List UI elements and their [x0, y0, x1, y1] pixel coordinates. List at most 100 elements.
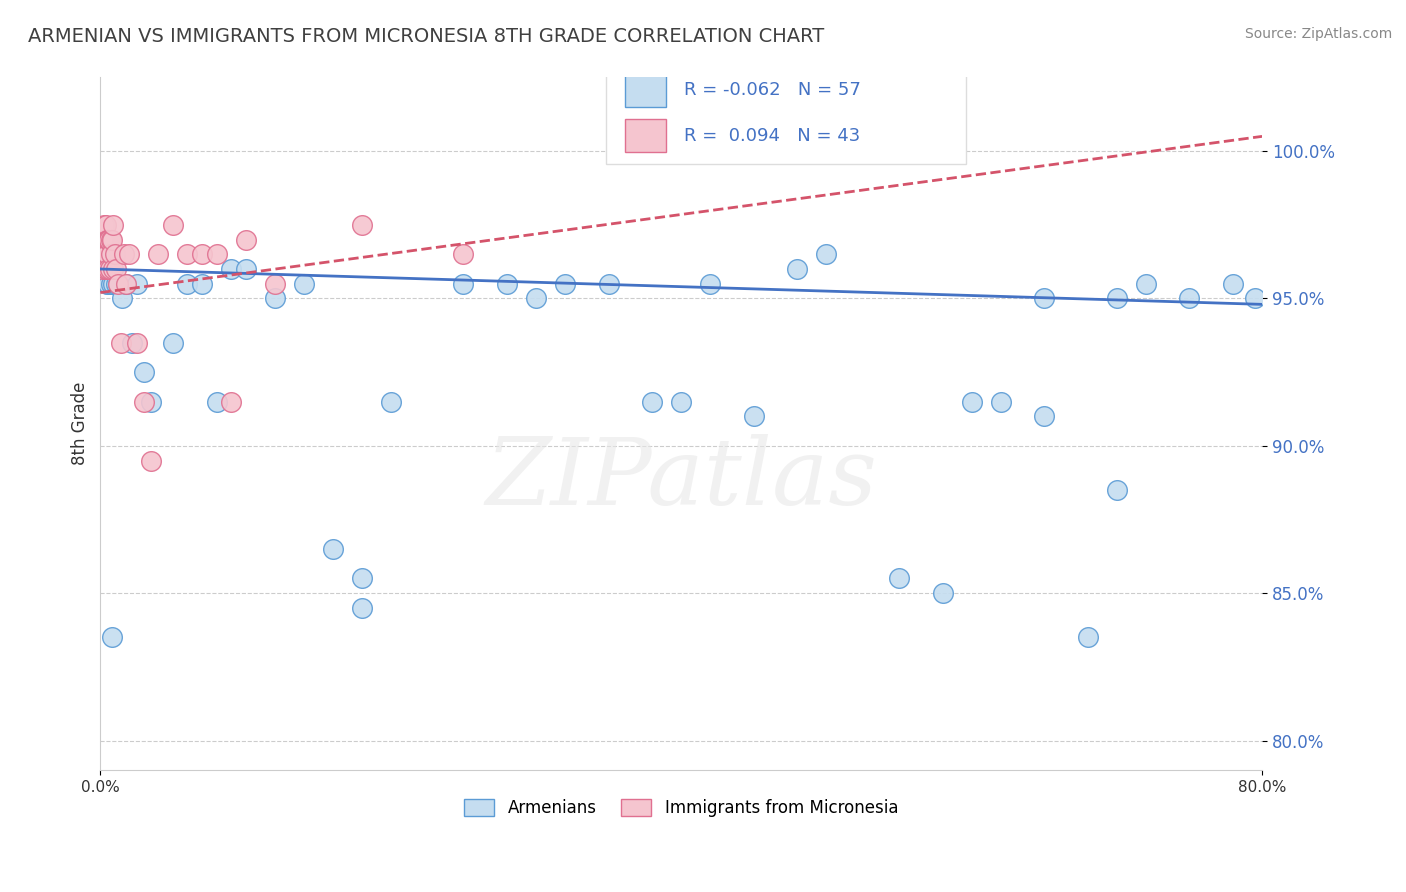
Point: [1033, 292, 1056, 306]
Point: [100, 233, 122, 247]
Point: [107, 277, 129, 291]
Point: [93, 247, 115, 261]
FancyBboxPatch shape: [606, 60, 966, 164]
Text: R = -0.062   N = 57: R = -0.062 N = 57: [683, 81, 860, 99]
Point: [111, 292, 134, 306]
Point: [699, 277, 721, 291]
Point: [191, 247, 214, 261]
Point: [105, 277, 128, 291]
Point: [931, 586, 953, 600]
Point: [524, 292, 547, 306]
Point: [94, 247, 117, 261]
Point: [554, 277, 576, 291]
Point: [1077, 631, 1099, 645]
Point: [115, 277, 138, 291]
Point: [1033, 409, 1056, 424]
Point: [815, 247, 838, 261]
Point: [219, 262, 242, 277]
Point: [786, 262, 808, 277]
Point: [598, 277, 620, 291]
Point: [141, 394, 163, 409]
Point: [100, 277, 122, 291]
Point: [990, 394, 1012, 409]
Point: [93, 247, 115, 261]
Point: [350, 601, 373, 615]
Point: [90, 262, 112, 277]
Point: [93, 262, 115, 277]
Text: ZIPatlas: ZIPatlas: [485, 434, 877, 524]
Point: [100, 262, 122, 277]
Point: [205, 247, 228, 261]
Point: [350, 218, 373, 232]
Point: [101, 631, 124, 645]
Point: [105, 262, 128, 277]
Point: [235, 233, 257, 247]
Point: [1105, 292, 1128, 306]
Point: [96, 218, 118, 232]
Point: [115, 277, 138, 291]
Point: [94, 262, 117, 277]
Point: [132, 365, 155, 379]
Point: [101, 262, 124, 277]
Point: [219, 394, 242, 409]
Point: [96, 233, 118, 247]
Point: [103, 277, 125, 291]
Point: [380, 394, 402, 409]
Point: [96, 262, 118, 277]
Point: [1222, 277, 1244, 291]
Point: [496, 277, 519, 291]
Point: [263, 292, 285, 306]
Point: [1105, 483, 1128, 497]
Point: [93, 233, 115, 247]
Point: [93, 218, 115, 232]
Point: [1243, 292, 1265, 306]
Point: [103, 218, 125, 232]
Point: [94, 247, 117, 261]
Text: R =  0.094   N = 43: R = 0.094 N = 43: [683, 127, 859, 145]
FancyBboxPatch shape: [626, 73, 666, 106]
Text: Source: ZipAtlas.com: Source: ZipAtlas.com: [1244, 27, 1392, 41]
Point: [141, 453, 163, 467]
Point: [162, 335, 184, 350]
Legend: Armenians, Immigrants from Micronesia: Armenians, Immigrants from Micronesia: [457, 792, 905, 824]
Point: [110, 335, 132, 350]
Point: [107, 277, 129, 291]
Point: [292, 277, 315, 291]
Point: [97, 233, 120, 247]
Point: [350, 571, 373, 585]
Point: [205, 394, 228, 409]
Point: [132, 394, 155, 409]
Point: [887, 571, 910, 585]
Point: [263, 277, 285, 291]
Point: [960, 394, 983, 409]
Point: [98, 233, 121, 247]
Point: [322, 541, 344, 556]
Point: [112, 247, 135, 261]
Point: [94, 247, 117, 261]
Point: [98, 262, 121, 277]
Point: [148, 247, 170, 261]
Point: [641, 394, 664, 409]
Point: [1178, 292, 1201, 306]
Point: [121, 335, 143, 350]
Point: [125, 335, 148, 350]
Point: [453, 247, 475, 261]
Text: ARMENIAN VS IMMIGRANTS FROM MICRONESIA 8TH GRADE CORRELATION CHART: ARMENIAN VS IMMIGRANTS FROM MICRONESIA 8…: [28, 27, 824, 45]
Point: [176, 247, 198, 261]
Point: [118, 247, 141, 261]
Point: [669, 394, 692, 409]
Point: [742, 409, 765, 424]
Point: [235, 262, 257, 277]
Point: [98, 262, 121, 277]
Y-axis label: 8th Grade: 8th Grade: [72, 382, 89, 466]
Point: [97, 247, 120, 261]
Point: [91, 247, 114, 261]
Point: [101, 233, 124, 247]
Point: [96, 262, 118, 277]
Point: [104, 247, 127, 261]
Point: [91, 233, 114, 247]
Point: [162, 218, 184, 232]
FancyBboxPatch shape: [626, 119, 666, 153]
Point: [453, 277, 475, 291]
Point: [104, 247, 127, 261]
